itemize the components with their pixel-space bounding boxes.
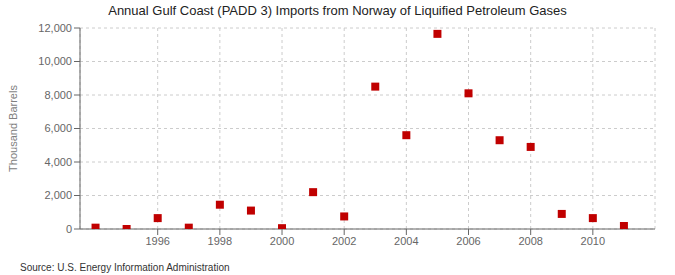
svg-text:1998: 1998 (208, 235, 232, 247)
svg-text:8,000: 8,000 (44, 89, 72, 101)
svg-text:2010: 2010 (581, 235, 605, 247)
svg-text:2002: 2002 (332, 235, 356, 247)
svg-text:2004: 2004 (394, 235, 418, 247)
svg-text:2,000: 2,000 (44, 189, 72, 201)
svg-text:4,000: 4,000 (44, 156, 72, 168)
html-text:Annual Gulf Coast (PADD 3) Imp: Annual Gulf Coast (PADD 3) Imports from … (108, 3, 567, 18)
svg-text:0: 0 (66, 223, 72, 235)
svg-text:2000: 2000 (270, 235, 294, 247)
svg-text:2008: 2008 (518, 235, 542, 247)
svg-text:2006: 2006 (456, 235, 480, 247)
svg-text:6,000: 6,000 (44, 122, 72, 134)
svg-text:Thousand Barrels: Thousand Barrels (7, 85, 19, 172)
html-text:Source: U.S. Energy Informatio: Source: U.S. Energy Information Administ… (20, 262, 230, 273)
svg-text:10,000: 10,000 (38, 55, 72, 67)
svg-text:12,000: 12,000 (38, 22, 72, 34)
svg-text:1996: 1996 (145, 235, 169, 247)
